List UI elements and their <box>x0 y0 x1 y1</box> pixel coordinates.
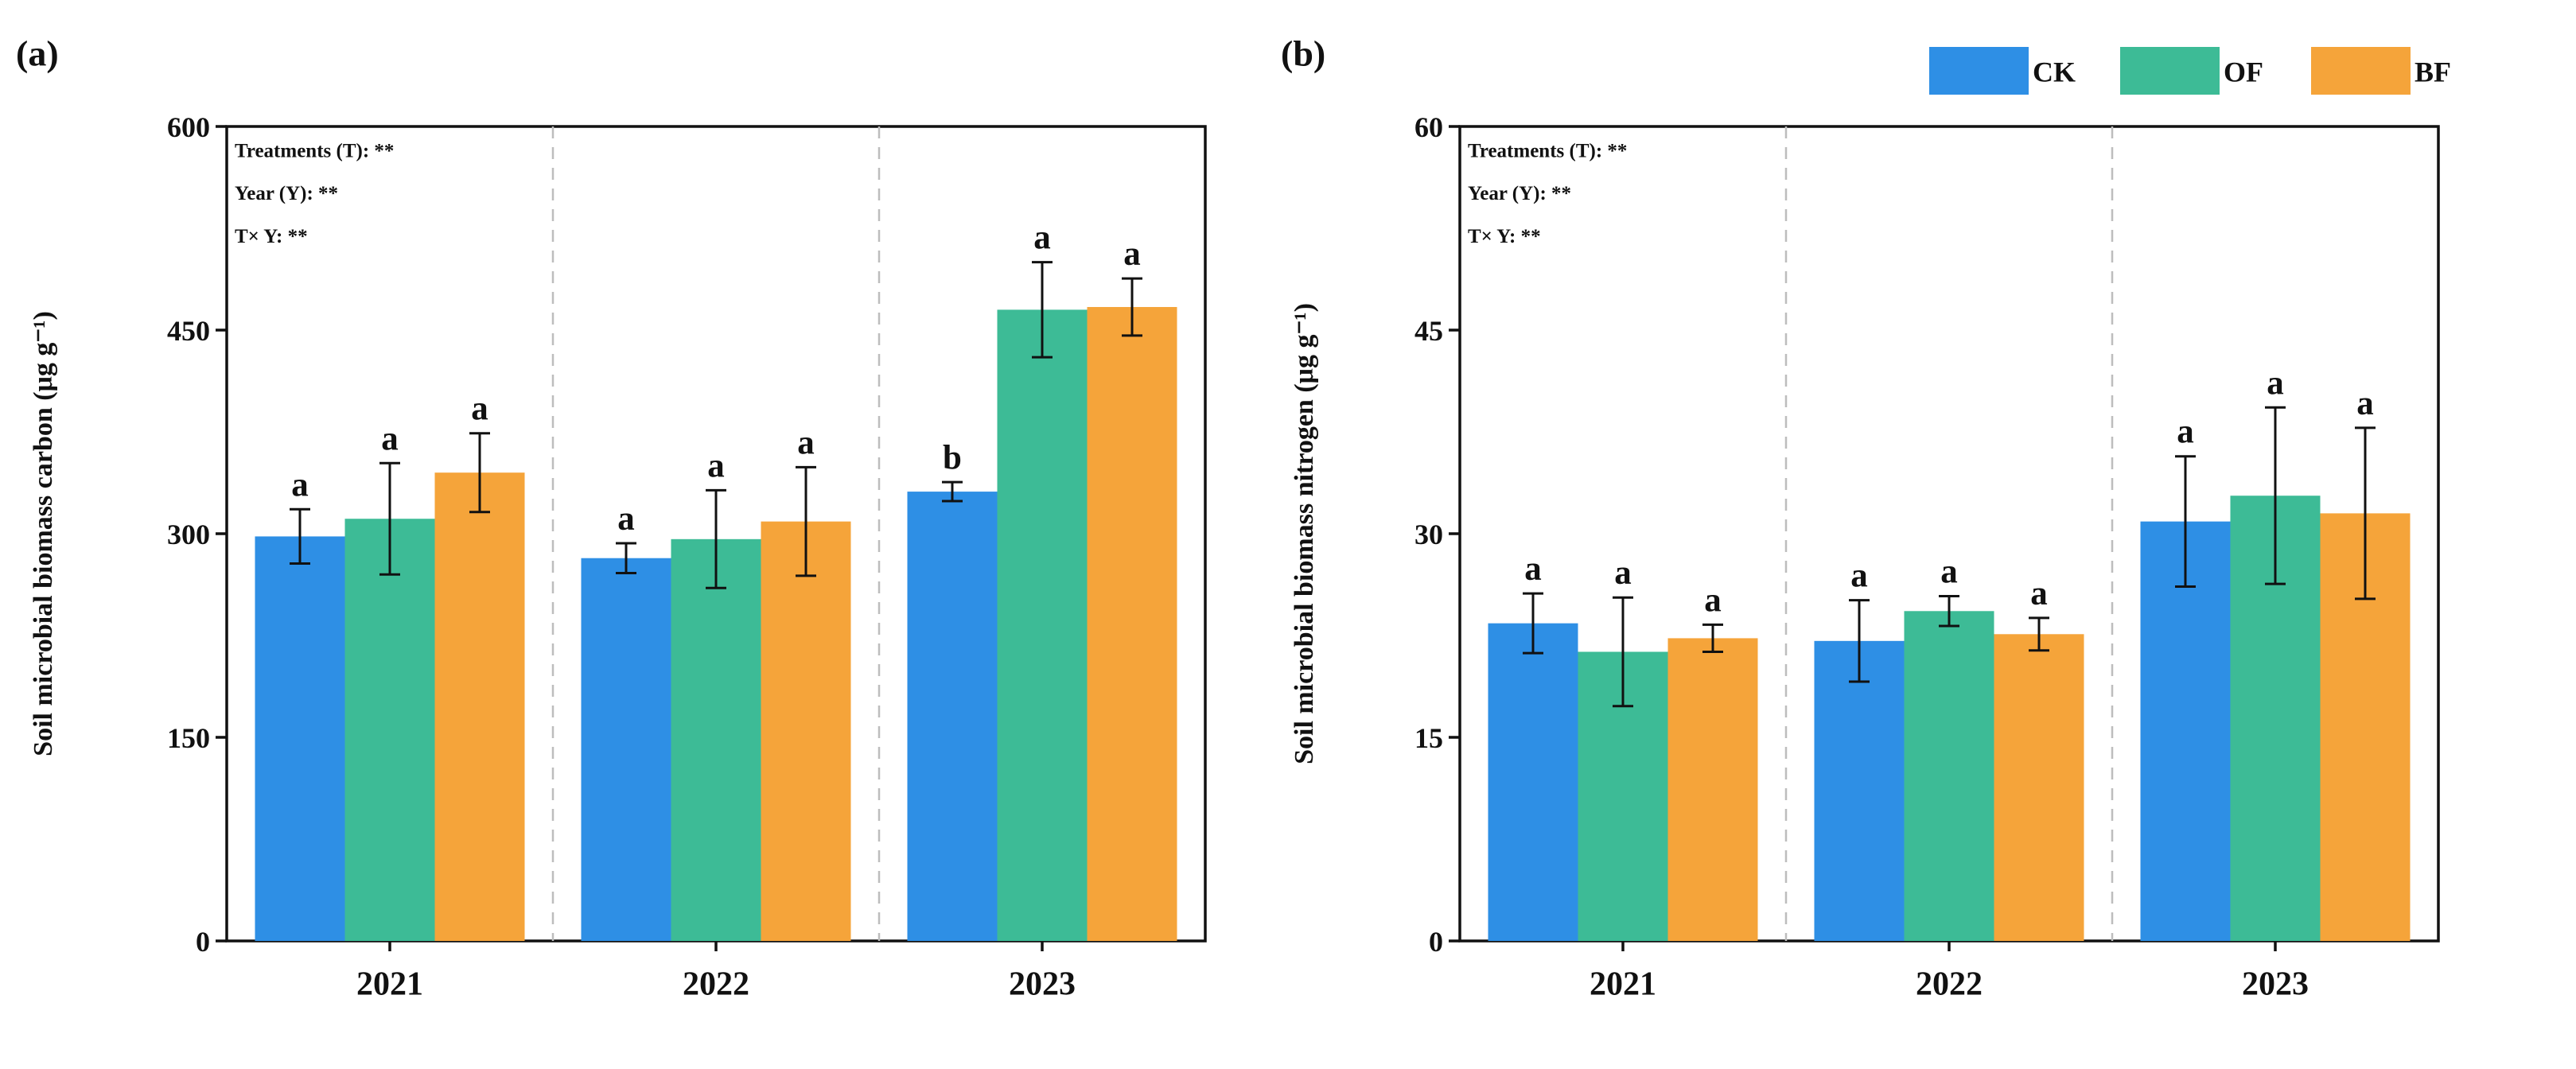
panel-a-bar-of-2021 <box>344 519 435 941</box>
legend-label-of: OF <box>2224 56 2263 88</box>
panel-a-bar-bf-2023 <box>1087 306 1177 941</box>
panel-a-y-tick-label: 150 <box>167 722 210 754</box>
panel-b-y-tick-label: 0 <box>1429 926 1443 958</box>
panel-a-bar-ck-2023 <box>907 492 998 941</box>
panel-a-stat-year: Year (Y): ** <box>235 183 338 204</box>
panel-a-sig-letter: a <box>471 391 488 428</box>
panel-a-stat-treatments: Treatments (T): ** <box>235 141 394 162</box>
panel-a-sig-letter: b <box>943 439 962 476</box>
panel-b-sig-letter: a <box>1614 554 1632 592</box>
panel-b-bar-bf-2021 <box>1667 638 1758 941</box>
panel-a-bar-ck-2022 <box>581 558 671 941</box>
panel-b-stat-interaction: T× Y: ** <box>1468 226 1541 247</box>
panel-a-y-tick-label: 300 <box>167 519 210 550</box>
panel-b-plot-area: 0 15 30 45 60 a a a 2021 a a a 2022 a a a 2023 <box>1414 111 2440 1003</box>
panel-b-sig-letter: a <box>1850 558 1868 595</box>
legend-label-ck: CK <box>2033 56 2076 88</box>
panel-a-y-tick-label: 0 <box>196 926 210 958</box>
legend: CK OF BF <box>1929 47 2451 95</box>
panel-a-y-tick-label: 600 <box>167 111 210 143</box>
panel-a-label: (a) <box>16 33 59 74</box>
panel-a-stat-interaction: T× Y: ** <box>235 226 308 247</box>
panel-b-bar-ck-2023 <box>2140 521 2231 941</box>
legend-swatch-bf <box>2311 47 2411 95</box>
panel-a-bar-ck-2021 <box>255 536 345 941</box>
panel-b-y-tick-label: 60 <box>1414 111 1443 143</box>
panel-b-label: (b) <box>1281 33 1325 74</box>
legend-swatch-ck <box>1929 47 2029 95</box>
panel-a-sig-letter: a <box>381 420 399 457</box>
panel-a-bar-bf-2021 <box>434 472 525 941</box>
panel-a-sig-letter: a <box>1033 220 1051 257</box>
panel-b-soil-microbial-biomass-nitrogen: (b) Soil microbial biomass nitrogen (μg … <box>1281 33 2440 1003</box>
panel-b-x-tick-label: 2022 <box>1916 966 1983 1003</box>
panel-a-x-tick-label: 2021 <box>356 966 423 1003</box>
panel-b-sig-letter: a <box>2356 385 2374 422</box>
panel-b-bar-of-2022 <box>1904 611 1994 941</box>
panel-a-sig-letter: a <box>707 447 725 484</box>
legend-label-bf: BF <box>2415 56 2451 88</box>
panel-a-sig-letter: a <box>1123 235 1141 273</box>
panel-b-sig-letter: a <box>1524 550 1542 588</box>
panel-a-bar-bf-2022 <box>761 521 851 941</box>
panel-a-stats-annotation: Treatments (T): ** Year (Y): ** T× Y: ** <box>235 141 394 248</box>
legend-swatch-of <box>2120 47 2220 95</box>
panel-b-bar-ck-2022 <box>1814 640 1905 941</box>
panel-b-sig-letter: a <box>2030 575 2048 612</box>
panel-b-stat-treatments: Treatments (T): ** <box>1468 141 1627 162</box>
panel-b-x-tick-label: 2021 <box>1590 966 1656 1003</box>
panel-b-sig-letter: a <box>1940 554 1958 591</box>
panel-b-y-axis-title: Soil microbial biomass nitrogen (μg g⁻¹) <box>1290 303 1319 764</box>
panel-a-sig-letter: a <box>797 424 815 461</box>
panel-a-sig-letter: a <box>617 500 635 538</box>
panel-b-y-tick-label: 15 <box>1414 722 1443 754</box>
panel-b-stat-year: Year (Y): ** <box>1468 183 1571 204</box>
panel-b-bar-ck-2021 <box>1488 623 1578 941</box>
panel-a-y-tick-label: 450 <box>167 315 210 347</box>
panel-a-bar-of-2022 <box>671 538 761 941</box>
panel-a-soil-microbial-biomass-carbon: (a) Soil microbial biomass carbon (μg g⁻… <box>16 33 1207 1003</box>
panel-a-x-tick-label: 2022 <box>683 966 749 1003</box>
panel-a-sig-letter: a <box>291 466 309 503</box>
panel-b-sig-letter: a <box>2267 364 2284 402</box>
panel-b-x-tick-label: 2023 <box>2242 966 2309 1003</box>
panel-b-y-tick-label: 30 <box>1414 519 1443 550</box>
panel-a-bar-of-2023 <box>997 309 1088 941</box>
panel-b-sig-letter: a <box>2177 414 2194 451</box>
panel-b-bar-bf-2022 <box>1994 634 2084 941</box>
panel-a-x-tick-label: 2023 <box>1009 966 1076 1003</box>
panel-b-sig-letter: a <box>1704 581 1722 619</box>
panel-b-y-tick-label: 45 <box>1414 315 1443 347</box>
panel-b-stats-annotation: Treatments (T): ** Year (Y): ** T× Y: ** <box>1468 141 1627 248</box>
panel-a-y-axis-title: Soil microbial biomass carbon (μg g⁻¹) <box>29 311 58 756</box>
panel-a-plot-area: 0 150 300 450 600 a a a 2021 a a a 2022 b a a 2023 <box>167 111 1207 1003</box>
